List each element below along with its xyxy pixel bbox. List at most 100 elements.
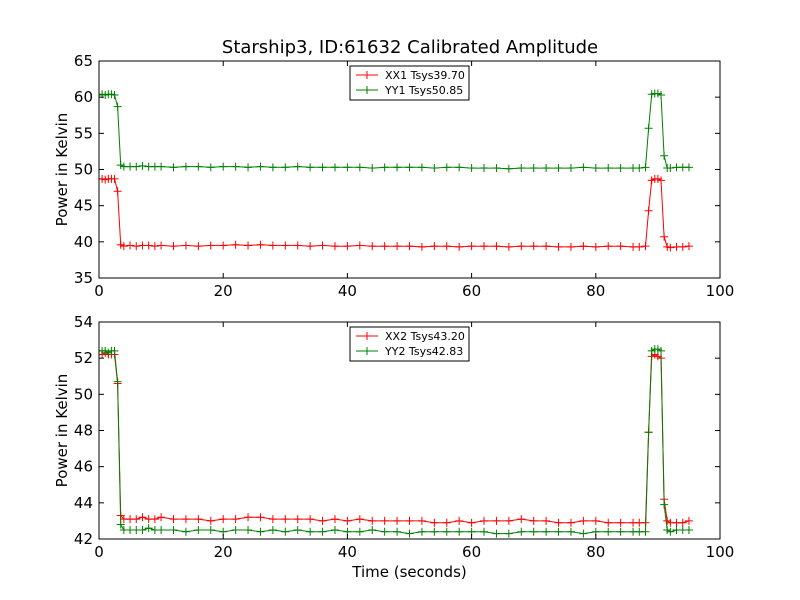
data-point-1-1-23 [268,525,277,534]
x-tick-label-1-0: 0 [94,543,104,561]
data-point-1-1-50 [604,527,613,536]
data-point-1-1-45 [542,527,551,536]
y-tick-label-1-4: 50 [74,385,93,403]
y-tick-label-0-6: 65 [74,52,93,70]
data-point-1-0-33 [393,516,402,525]
data-point-1-1-25 [293,525,302,534]
data-point-0-1-30 [355,163,364,172]
data-point-1-0-21 [244,513,253,522]
data-point-0-0-21 [244,241,253,250]
legend-box-1 [349,326,470,362]
data-point-0-0-28 [330,242,339,251]
data-point-1-0-10 [132,515,141,524]
data-point-1-1-65 [684,525,693,534]
data-point-1-0-15 [169,515,178,524]
data-point-1-1-47 [566,527,575,536]
data-point-0-0-35 [417,242,426,251]
data-point-1-0-48 [579,516,588,525]
data-point-1-0-49 [591,516,600,525]
data-point-0-1-51 [616,164,625,173]
x-tick-label-0-0: 0 [94,282,104,300]
data-point-0-0-6 [113,187,122,196]
x-tick-label-1-5: 100 [706,543,735,561]
data-point-1-1-15 [169,525,178,534]
data-point-0-0-38 [455,242,464,251]
data-point-0-0-9 [126,241,135,250]
data-point-0-1-34 [405,163,414,172]
data-point-1-1-43 [517,527,526,536]
data-point-1-1-5 [110,346,119,355]
data-point-1-0-13 [150,515,159,524]
data-point-1-0-31 [368,516,377,525]
data-point-1-1-40 [480,527,489,536]
data-point-0-0-30 [355,241,364,250]
y-tick-label-0-4: 55 [74,124,93,142]
data-point-1-1-14 [157,525,166,534]
data-point-1-1-12 [144,524,153,533]
data-point-1-0-50 [604,518,613,527]
data-point-0-1-6 [113,102,122,111]
data-point-0-0-25 [293,241,302,250]
y-tick-label-1-1: 44 [74,494,93,512]
data-point-0-0-20 [231,240,240,249]
data-point-1-0-44 [529,516,538,525]
data-point-0-1-65 [684,163,693,172]
legend-0: XX1 Tsys39.70 YY1 Tsys50.85 [349,65,470,101]
data-point-1-0-35 [417,516,426,525]
data-point-0-1-41 [492,164,501,173]
data-point-1-0-41 [492,516,501,525]
data-point-1-1-62 [666,527,675,536]
y-tick-label-1-2: 46 [74,458,93,476]
legend-label-1-1: YY2 Tsys42.83 [384,345,463,358]
data-point-1-1-44 [529,527,538,536]
data-point-0-1-53 [635,164,644,173]
data-point-0-1-55 [644,124,653,133]
data-point-0-0-54 [641,242,650,251]
data-point-0-0-64 [678,242,687,251]
x-tick-label-0-3: 60 [462,282,481,300]
data-point-1-0-47 [566,518,575,527]
data-point-1-0-40 [480,516,489,525]
y-tick-label-0-2: 45 [74,197,93,215]
data-point-0-1-29 [343,163,352,172]
data-point-0-0-40 [480,242,489,251]
data-point-1-1-54 [641,527,650,536]
data-point-1-0-28 [330,515,339,524]
y-tick-label-1-5: 52 [74,349,93,367]
data-point-1-0-25 [293,515,302,524]
data-point-0-1-42 [504,164,513,173]
data-point-0-1-59 [657,90,666,99]
data-point-1-1-37 [442,527,451,536]
data-point-0-0-18 [206,241,215,250]
data-point-1-0-19 [219,515,228,524]
data-point-0-1-45 [542,164,551,173]
data-point-1-1-51 [616,527,625,536]
data-point-0-0-24 [281,241,290,250]
data-point-0-0-29 [343,242,352,251]
data-point-0-0-17 [194,242,203,251]
data-point-0-0-45 [542,242,551,251]
y-tick-label-0-3: 50 [74,161,93,179]
data-point-0-1-31 [368,164,377,173]
data-point-0-0-31 [368,242,377,251]
data-point-1-1-21 [244,525,253,534]
data-point-0-0-36 [430,242,439,251]
data-point-1-1-55 [644,428,653,437]
data-point-0-0-15 [169,242,178,251]
data-point-1-0-14 [157,513,166,522]
data-point-0-0-32 [380,242,389,251]
x-tick-label-1-4: 80 [586,543,605,561]
data-point-0-0-8 [119,242,128,251]
data-point-0-0-14 [157,241,166,250]
data-point-0-1-60 [660,151,669,160]
data-point-1-0-42 [504,516,513,525]
legend-box-0 [349,65,470,101]
y-tick-label-0-5: 60 [74,88,93,106]
y-tick-label-1-3: 48 [74,422,93,440]
data-point-1-0-32 [380,516,389,525]
data-point-0-1-36 [430,164,439,173]
data-point-0-0-33 [393,242,402,251]
y-axis-label-0: Power in Kelvin [53,113,71,227]
data-point-0-0-47 [566,242,575,251]
data-point-1-0-43 [517,515,526,524]
